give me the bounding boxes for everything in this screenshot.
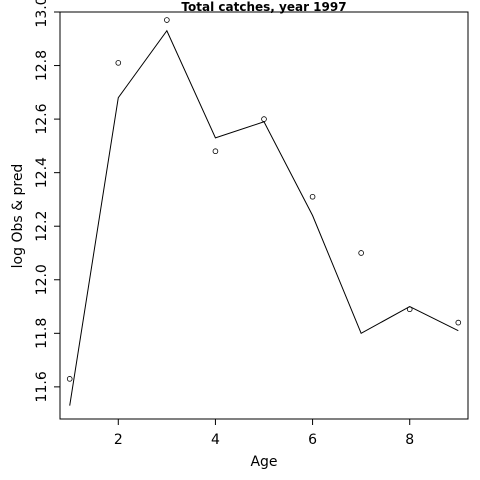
observed-point [455,319,462,326]
y-tick-label: 13.0 [34,0,50,28]
observed-point [309,193,316,200]
y-tick-label: 11.8 [34,318,50,349]
observed-point [164,17,170,23]
observed-point [406,306,413,313]
observed-point [66,376,73,382]
x-tick-label: 4 [211,432,220,448]
y-tick-label: 12.8 [34,50,50,81]
predicted-series [69,29,459,406]
y-tick-label: 12.0 [34,264,50,295]
plot-frame [59,11,469,420]
y-tick-label: 11.6 [34,371,50,402]
y-axis: 11.6 11.8 12.0 12.2 12.4 12.6 12.8 13.0 [34,0,60,402]
y-tick-label: 12.2 [34,211,50,242]
x-tick-label: 8 [405,432,414,448]
observed-series [66,17,462,382]
observed-point [261,116,267,122]
y-tick-label: 12.6 [34,103,50,134]
predicted-line [69,29,459,406]
x-axis: 2 4 6 8 [114,419,414,448]
y-tick-label: 12.4 [34,157,50,188]
x-tick-label: 2 [114,432,123,448]
observed-point [358,250,364,256]
x-axis-label: Age [250,454,277,470]
observed-point [212,148,219,155]
chart-title: Total catches, year 1997 [181,0,346,14]
y-axis-label: log Obs & pred [10,164,26,269]
x-tick-label: 6 [308,432,317,448]
observed-point [115,60,122,66]
